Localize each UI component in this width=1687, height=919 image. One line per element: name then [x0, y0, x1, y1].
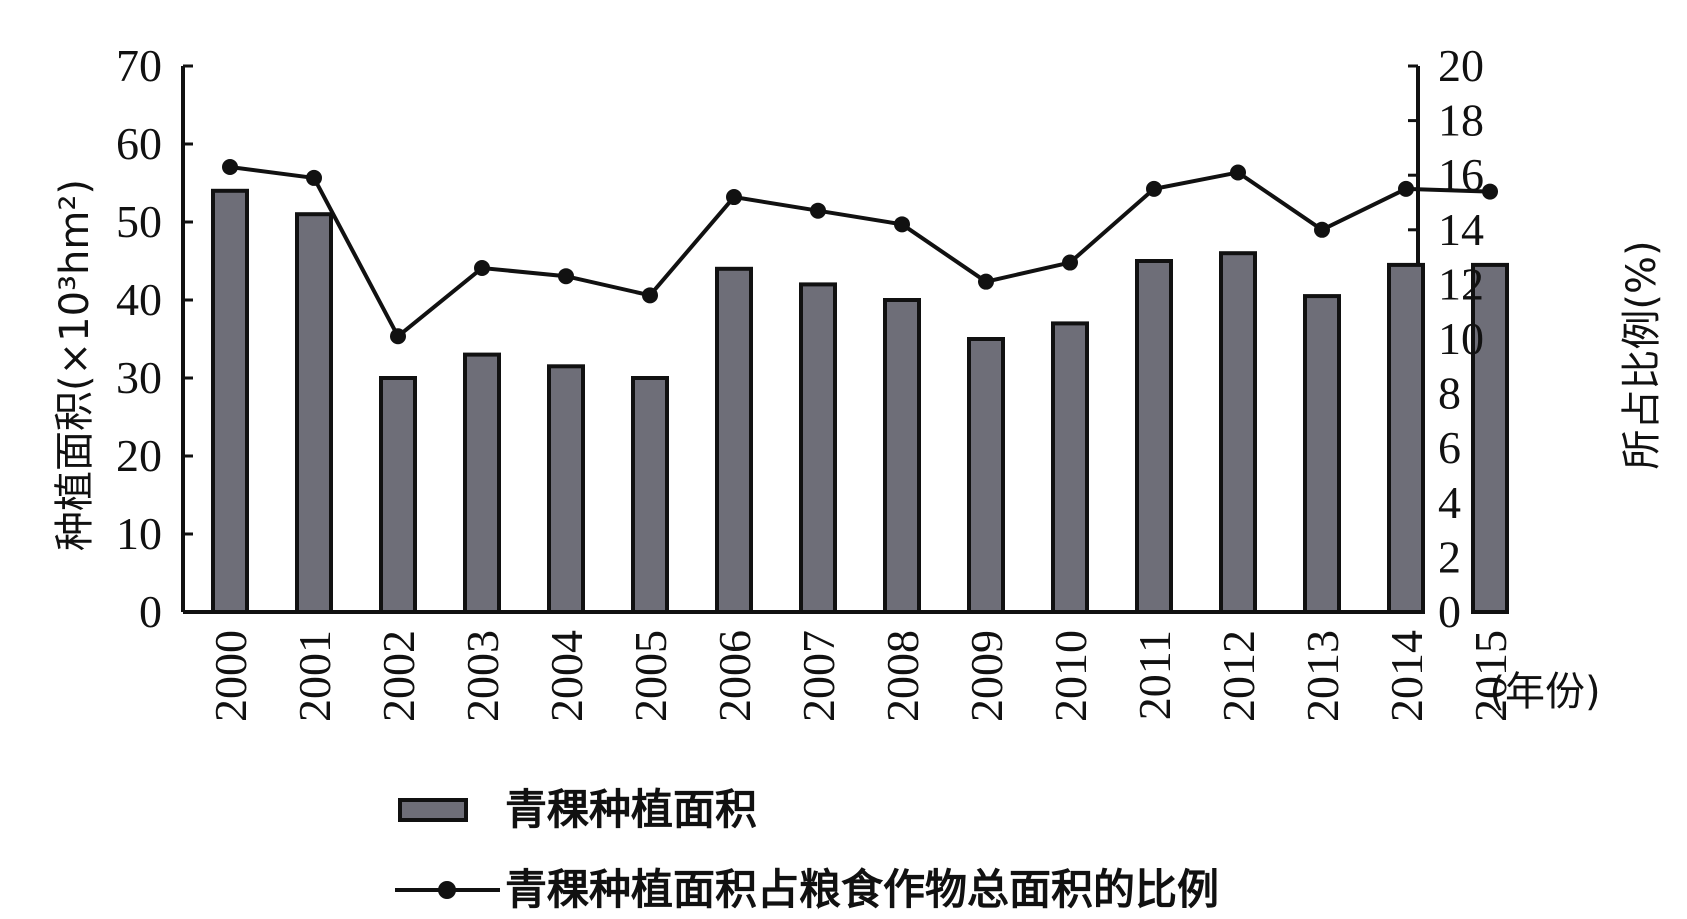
bar-2015 — [1471, 262, 1509, 614]
bar-2012 — [1219, 251, 1257, 614]
right-axis-title: 所占比例(%) — [1619, 240, 1665, 469]
right-y-tick-label: 16 — [1438, 149, 1484, 200]
x-tick-label-2013: 2013 — [1297, 630, 1348, 722]
right-y-tick-label: 10 — [1438, 313, 1484, 364]
x-tick-label-2000: 2000 — [205, 630, 256, 722]
left-y-tick-label: 20 — [116, 430, 162, 481]
x-tick-label-2002: 2002 — [373, 630, 424, 722]
right-y-tick-label: 8 — [1438, 368, 1461, 419]
x-tick-label-2015: 2015 — [1465, 630, 1516, 722]
bar-2013 — [1303, 294, 1341, 614]
bar-series — [211, 188, 1509, 615]
x-tick-label-2012: 2012 — [1213, 630, 1264, 722]
x-tick-label-2006: 2006 — [709, 630, 760, 722]
line-series — [222, 159, 1498, 345]
legend-line-label: 青稞种植面积占粮食作物总面积的比例 — [505, 865, 1219, 914]
right-y-tick-label: 18 — [1438, 95, 1484, 146]
line-point-2013 — [1314, 221, 1330, 238]
x-tick-label-2004: 2004 — [541, 630, 592, 722]
x-tick-label-2008: 2008 — [877, 630, 928, 722]
legend-bar-label: 青稞种植面积 — [505, 785, 757, 834]
line-point-2015 — [1482, 183, 1498, 200]
bar-2003 — [463, 352, 501, 614]
bar-2001 — [295, 212, 333, 614]
right-y-tick-label: 4 — [1438, 477, 1461, 528]
line-point-2010 — [1062, 254, 1078, 271]
x-tick-label-2010: 2010 — [1045, 630, 1096, 722]
left-y-tick-label: 10 — [116, 508, 162, 559]
line-point-2000 — [222, 159, 238, 176]
right-y-tick-label: 6 — [1438, 422, 1461, 473]
bar-2011 — [1135, 259, 1173, 614]
x-tick-labels: 2000 2001 2002 2003 2004 2005 2006 2007 2008 2009… — [205, 630, 1516, 722]
line-point-2004 — [558, 268, 574, 285]
line-point-2014 — [1398, 180, 1414, 197]
left-axis-title: 种植面积(×10³hm²) — [52, 179, 98, 551]
right-y-tick-label: 0 — [1438, 586, 1461, 637]
x-tick-label-2001: 2001 — [289, 630, 340, 722]
line-point-2007 — [810, 202, 826, 219]
right-y-tick-label: 14 — [1438, 204, 1484, 255]
legend-bar-swatch — [398, 798, 468, 822]
bar-2014 — [1387, 262, 1425, 614]
x-tick-label-2007: 2007 — [793, 630, 844, 722]
left-y-tick-label: 30 — [116, 352, 162, 403]
right-y-tick-label: 12 — [1438, 258, 1484, 309]
left-y-tick-label: 70 — [116, 40, 162, 91]
x-tick-label-2003: 2003 — [457, 630, 508, 722]
bar-2010 — [1051, 321, 1089, 614]
line-point-2008 — [894, 216, 910, 233]
right-y-tick-label: 2 — [1438, 531, 1461, 582]
x-tick-label-2011: 2011 — [1129, 630, 1180, 720]
bar-2002 — [379, 376, 417, 614]
line-point-2006 — [726, 189, 742, 206]
left-y-tick-labels: 0 10 20 30 40 50 60 70 — [116, 40, 162, 637]
right-y-tick-label: 20 — [1438, 40, 1484, 91]
x-tick-label-2005: 2005 — [625, 630, 676, 722]
line-point-2003 — [474, 260, 490, 277]
bar-2005 — [631, 376, 669, 614]
left-y-tick-label: 0 — [139, 586, 162, 637]
line-point-2001 — [306, 169, 322, 186]
left-y-tick-label: 50 — [116, 196, 162, 247]
line-point-2009 — [978, 273, 994, 290]
x-tick-label-2009: 2009 — [961, 630, 1012, 722]
left-y-tick-label: 60 — [116, 118, 162, 169]
bar-2004 — [547, 364, 585, 614]
line-point-2005 — [642, 287, 658, 304]
bar-2000 — [211, 188, 249, 615]
legend: 青稞种植面积 青稞种植面积占粮食作物总面积的比例 — [395, 785, 1219, 914]
bar-2006 — [715, 266, 753, 614]
left-y-tick-label: 40 — [116, 274, 162, 325]
line-point-2011 — [1146, 180, 1162, 197]
bar-2007 — [799, 282, 837, 614]
legend-line-marker — [438, 881, 456, 899]
bar-2009 — [967, 337, 1005, 614]
line-path — [229, 165, 1491, 340]
x-axis-title: (年份) — [1489, 669, 1600, 715]
line-point-2012 — [1230, 164, 1246, 181]
line-point-2002 — [390, 328, 406, 345]
bar-2008 — [883, 298, 921, 614]
x-tick-label-2014: 2014 — [1381, 630, 1432, 722]
